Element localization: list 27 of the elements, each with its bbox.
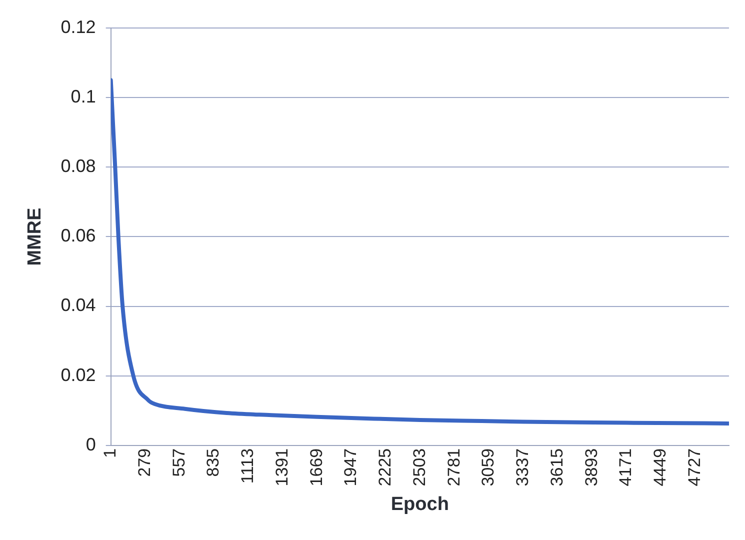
x-tick-label: 3337 [513, 448, 532, 486]
x-tick-label: 2781 [444, 448, 464, 486]
y-tick-label: 0.02 [60, 364, 96, 385]
x-tick-label: 4727 [684, 448, 704, 486]
x-axis-title: Epoch [390, 494, 449, 515]
x-tick-label: 1 [100, 448, 120, 458]
x-tick-label: 2503 [410, 448, 429, 486]
x-tick-label: 3893 [582, 448, 601, 486]
x-tick-label: 2225 [376, 448, 395, 486]
y-tick-label: 0.04 [60, 295, 96, 316]
x-tick-label: 4449 [650, 448, 670, 486]
x-tick-label: 3059 [478, 448, 498, 486]
y-tick-label: 0.12 [60, 16, 96, 37]
y-tick-label: 0.08 [60, 156, 96, 176]
y-tick-label: 0.06 [60, 226, 96, 246]
y-axis-title: MMRE [24, 208, 46, 266]
x-tick-label: 557 [169, 448, 188, 477]
x-tick-label: 1947 [341, 448, 360, 486]
x-tick-label: 1669 [306, 448, 326, 486]
x-tick-label: 3615 [547, 448, 566, 486]
y-tick-label: 0 [86, 434, 96, 454]
x-tick-label: 1113 [238, 448, 258, 484]
x-tick-label: 279 [134, 448, 154, 477]
x-tick-label: 4171 [616, 448, 636, 486]
y-tick-label: 0.1 [70, 86, 96, 107]
x-tick-label: 1391 [272, 448, 292, 486]
x-tick-label: 835 [204, 448, 223, 477]
